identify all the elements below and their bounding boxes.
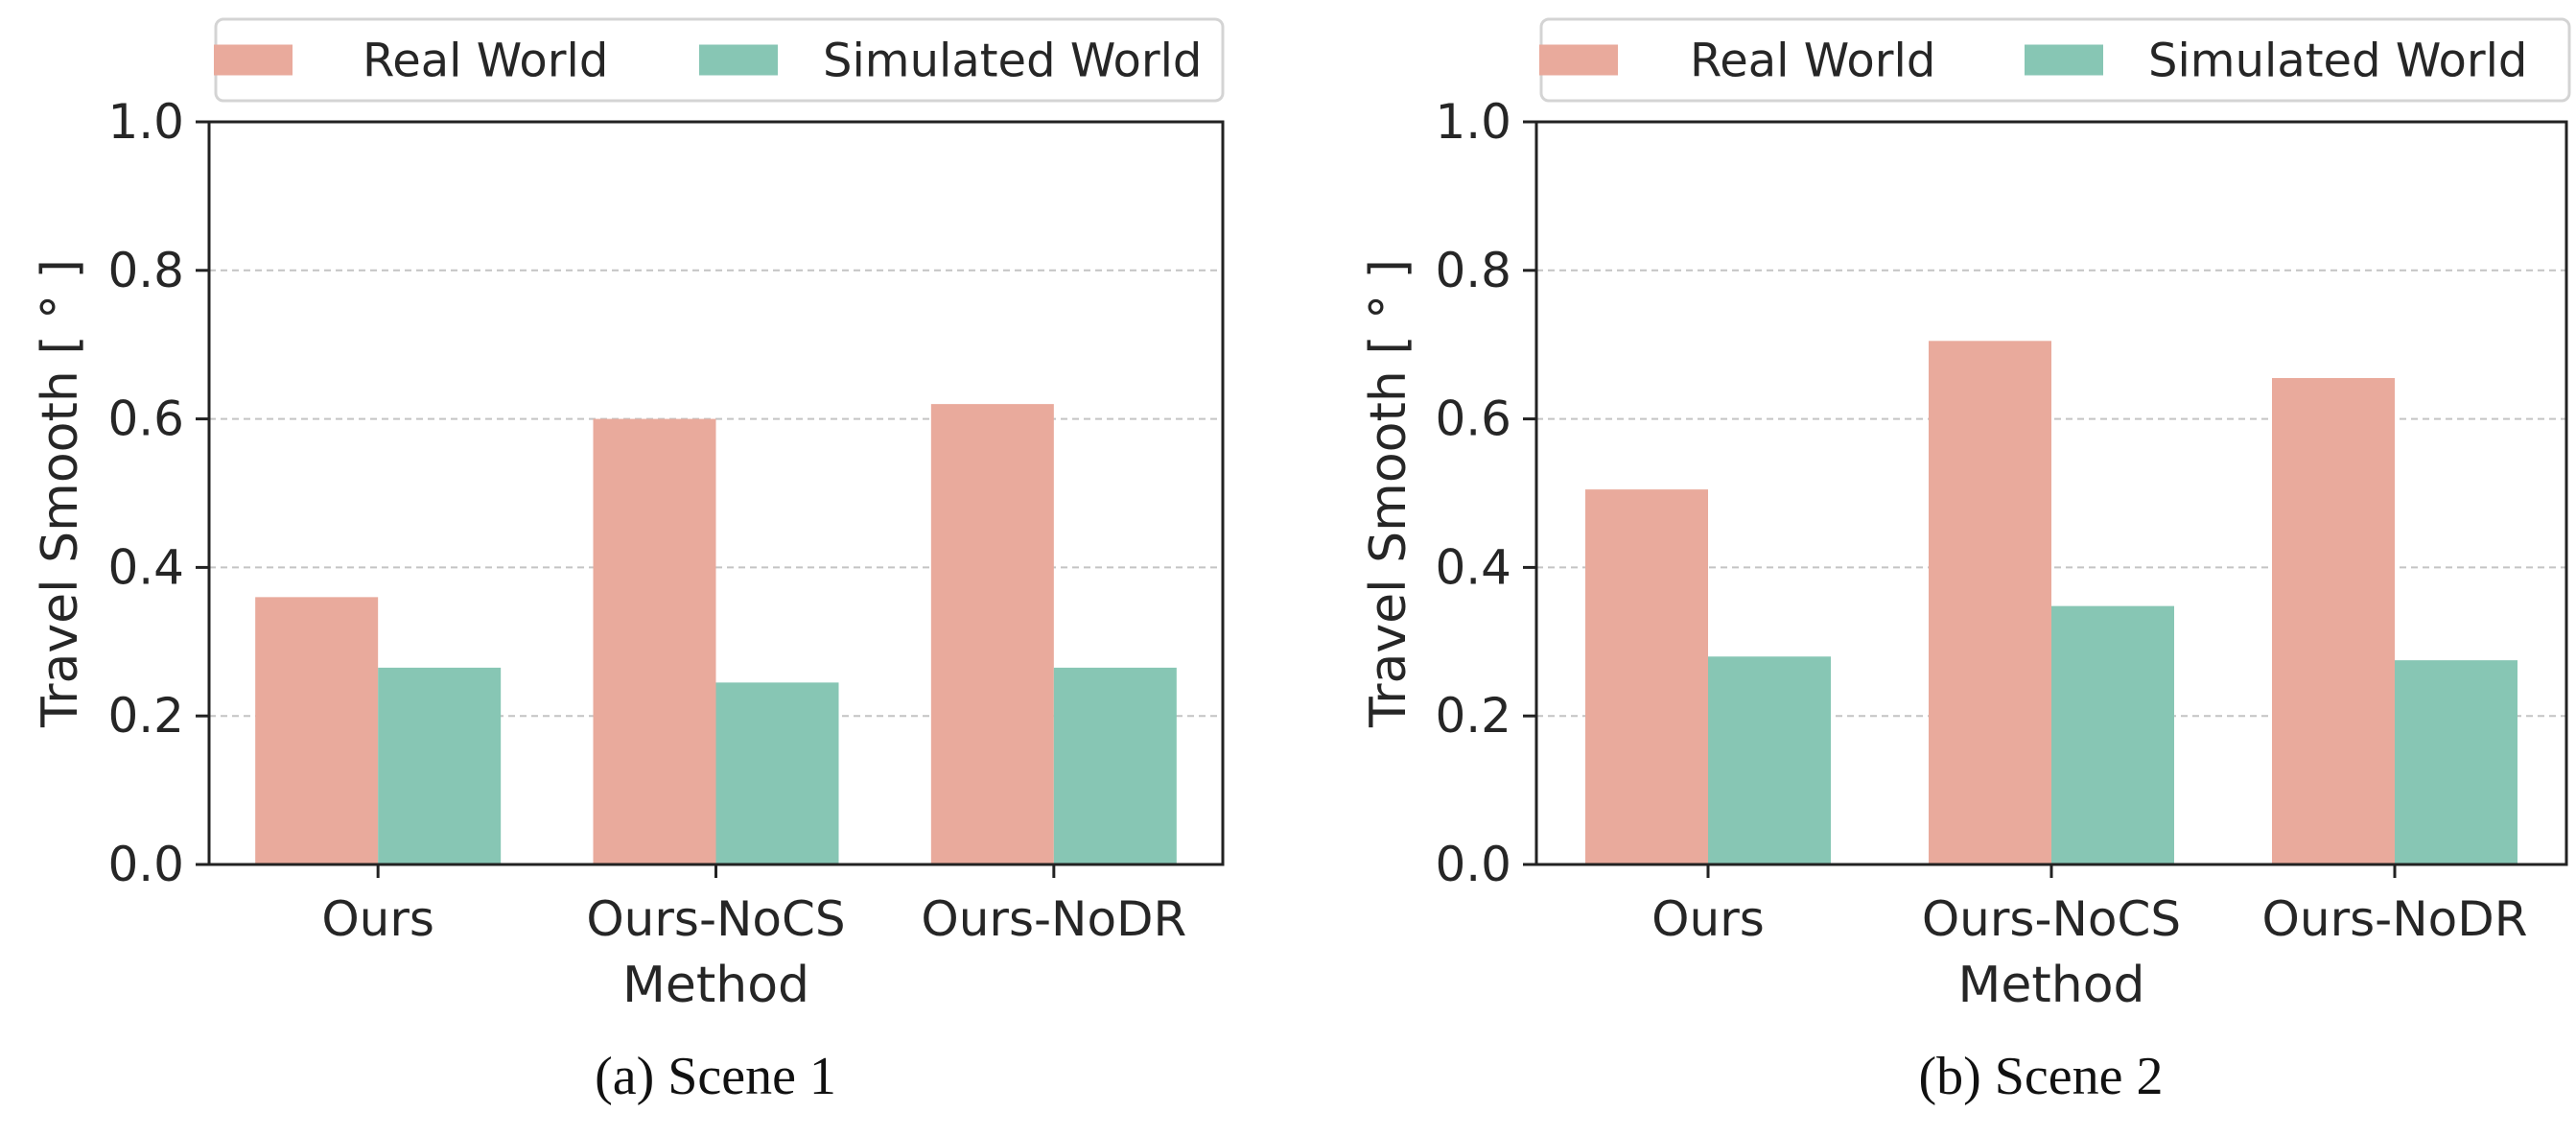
y-tick-label: 0.4 [1435,539,1511,595]
y-tick-label: 0.6 [107,391,184,447]
legend-label-simulated-world: Simulated World [823,35,1202,88]
bar-real-world-ours-nocs [1929,341,2051,865]
axes-frame [207,120,1225,866]
x-axis-label: Method [622,957,809,1014]
y-tick-label: 0.6 [1435,391,1511,447]
y-tick-label: 0.0 [1435,837,1511,892]
y-tick-label: 1.0 [1435,94,1511,150]
x-tick-label: Ours-NoDR [921,891,1186,947]
chart-panel-1: Ours Ours-NoCS Ours-NoDR 0.0 0.2 0.4 0.6 0.8 1.0… [32,17,1225,1106]
x-tick-label: Ours [1651,891,1765,947]
x-tick-label: Ours-NoDR [2262,891,2528,947]
bar-simulated-world-ours-nodr [1053,667,1177,864]
bar-real-world-ours [255,597,379,864]
figure-caption: (b) Scene 2 [1918,1047,2163,1106]
y-tick-label: 0.8 [1435,243,1511,298]
y-tick-label: 0.4 [107,539,184,595]
y-tick-label: 0.8 [107,243,184,298]
bar-real-world-ours-nocs [593,418,716,864]
bar-simulated-world-ours-nocs [2051,605,2174,864]
bar-real-world-ours-nodr [2272,378,2395,864]
legend: Real World Simulated World [1539,17,2571,103]
chart-panel-2: Ours Ours-NoCS Ours-NoDR 0.0 0.2 0.4 0.6 0.8 1.0… [1360,17,2571,1106]
bar-simulated-world-ours-nocs [715,682,839,864]
x-tick-label: Ours [321,891,434,947]
legend: Real World Simulated World [214,17,1225,103]
y-tick-label: 1.0 [107,94,184,150]
bar-real-world-ours [1585,489,1708,864]
y-tick-label: 0.2 [1435,688,1511,744]
y-tick-label: 0.0 [107,837,184,892]
y-tick-label: 0.2 [107,688,184,744]
legend-swatch-simulated-world [699,44,778,76]
bar-real-world-ours-nodr [930,404,1054,864]
y-axis-label: Travel Smooth [ ° ] [1360,259,1417,728]
bar-simulated-world-ours-nodr [2395,660,2517,864]
legend-label-simulated-world: Simulated World [2148,35,2527,88]
bar-simulated-world-ours [1708,656,1831,864]
y-axis-label: Travel Smooth [ ° ] [32,259,89,728]
legend-label-real-world: Real World [1690,35,1935,88]
x-tick-label: Ours-NoCS [586,891,845,947]
figure-caption: (a) Scene 1 [595,1047,836,1106]
x-axis-label: Method [1957,957,2144,1014]
bar-simulated-world-ours [378,667,502,864]
legend-label-real-world: Real World [363,35,608,88]
axes-frame [1534,120,2568,866]
legend-swatch-real-world [214,44,293,76]
legend-swatch-real-world [1539,44,1618,76]
x-tick-label: Ours-NoCS [1922,891,2181,947]
legend-swatch-simulated-world [2025,44,2103,76]
